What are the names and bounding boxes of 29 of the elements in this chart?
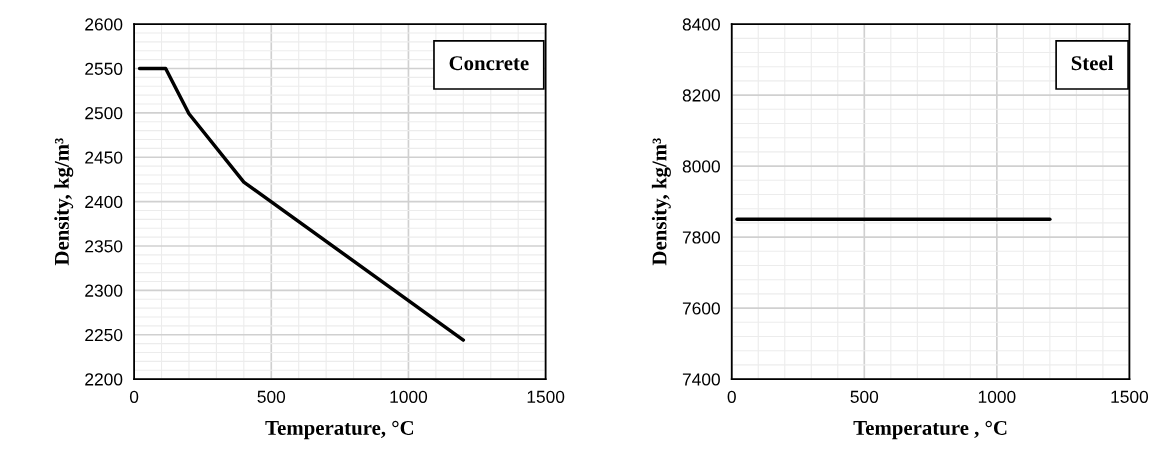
x-axis-title: Temperature, °C bbox=[265, 420, 414, 440]
y-tick-label: 2450 bbox=[85, 151, 123, 164]
y-tick-label: 2250 bbox=[85, 328, 123, 342]
y-tick-label: 7400 bbox=[682, 373, 720, 386]
y-tick-label: 2500 bbox=[85, 107, 123, 120]
x-tick-label: 1000 bbox=[390, 390, 428, 403]
y-tick-label: 7600 bbox=[682, 302, 720, 315]
y-tick-label: 2400 bbox=[85, 195, 123, 209]
y-tick-label: 8000 bbox=[682, 160, 720, 173]
y-tick-label: 8400 bbox=[682, 18, 720, 31]
y-tick-label: 2550 bbox=[85, 62, 123, 75]
annotation: Concrete bbox=[449, 56, 529, 71]
y-axis-title: Density, kg/m³ bbox=[54, 138, 74, 266]
x-tick-label: 1500 bbox=[527, 390, 565, 403]
x-tick-label: 1000 bbox=[978, 390, 1016, 403]
y-tick-label: 8200 bbox=[682, 89, 720, 102]
y-tick-label: 2600 bbox=[85, 18, 123, 31]
y-tick-label: 2350 bbox=[85, 240, 123, 253]
x-tick-label: 500 bbox=[257, 390, 286, 403]
x-tick-label: 500 bbox=[850, 390, 879, 403]
annotation: Steel bbox=[1071, 55, 1114, 71]
x-axis-title: Temperature , °C bbox=[853, 420, 1007, 440]
x-tick-label: 0 bbox=[129, 390, 139, 403]
y-tick-label: 2200 bbox=[85, 373, 123, 386]
x-tick-label: 0 bbox=[727, 390, 736, 403]
y-tick-label: 7800 bbox=[682, 231, 720, 244]
x-tick-label: 1500 bbox=[1111, 390, 1149, 403]
y-axis-title: Density, kg/m³ bbox=[651, 138, 671, 266]
y-tick-label: 2300 bbox=[85, 284, 123, 297]
